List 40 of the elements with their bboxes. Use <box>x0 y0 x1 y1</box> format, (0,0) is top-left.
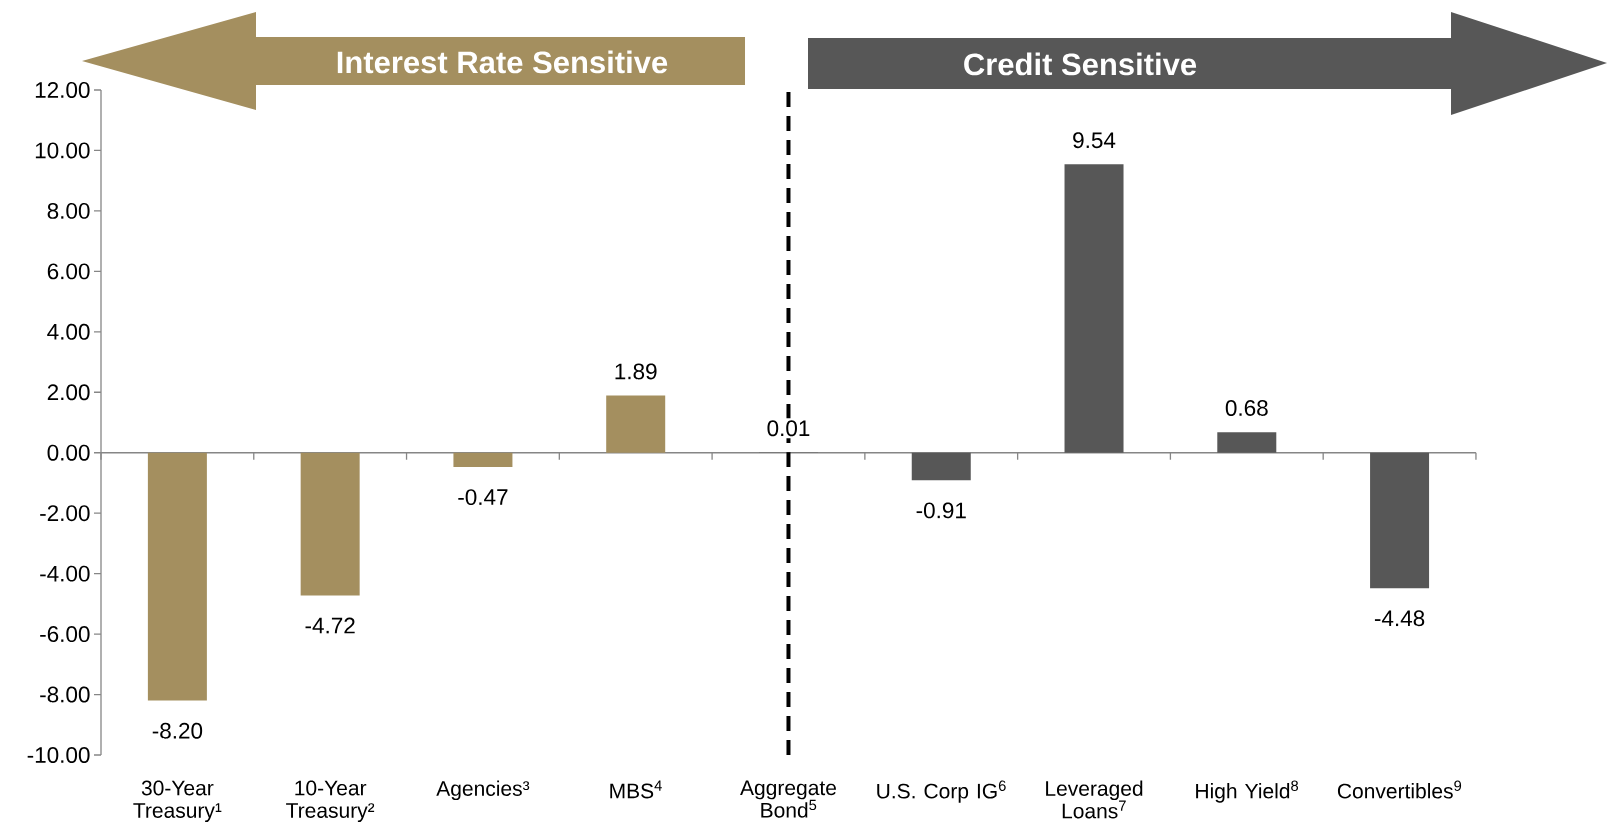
x-tick-label: Convertibles$^{9}$ <box>1337 780 1462 799</box>
data-label: -4.72 <box>305 617 355 634</box>
data-label: 9.54 <box>1073 132 1116 149</box>
bar <box>453 452 513 467</box>
y-tick-label: 2.00 <box>47 384 90 401</box>
y-tick-label: -10.00 <box>27 747 90 763</box>
x-tick-label: Aggregate Bond$^{5}$ <box>740 780 836 818</box>
x-tick-label: MBS$^{4}$ <box>610 780 662 799</box>
bar <box>1217 432 1277 453</box>
y-tick-label: 0.00 <box>47 444 90 461</box>
x-tick-label: 10-Year Treasury² <box>286 780 375 822</box>
y-tick-label: -6.00 <box>40 626 90 643</box>
y-tick-label: 12.00 <box>35 82 90 98</box>
x-tick-label: Leveraged Loans$^{7}$ <box>1046 780 1143 819</box>
bar <box>300 452 360 596</box>
data-label: -0.47 <box>458 489 508 506</box>
data-label: 0.68 <box>1225 400 1268 416</box>
text: Credit Sensitive <box>964 52 1197 76</box>
text: Interest Rate Sensitive <box>337 50 668 74</box>
y-tick-label: -2.00 <box>40 505 90 522</box>
y-tick-label: 8.00 <box>47 202 90 219</box>
x-tick-label: Agencies³ <box>436 780 530 801</box>
bar <box>1370 452 1430 589</box>
data-label: 1.89 <box>615 363 657 380</box>
bar <box>147 452 207 701</box>
data-label: -4.48 <box>1374 610 1425 627</box>
data-label: -0.91 <box>916 502 966 519</box>
bar <box>606 395 666 453</box>
data-label: -8.20 <box>152 722 203 739</box>
x-tick-label: U.S. Corp IG$^{6}$ <box>877 780 1006 803</box>
x-tick-label: High Yield$^{8}$ <box>1196 780 1299 803</box>
y-tick-label: 6.00 <box>47 263 90 280</box>
y-tick-label: 4.00 <box>47 323 90 340</box>
y-tick-label: -8.00 <box>40 686 90 703</box>
y-tick-label: 10.00 <box>35 142 90 159</box>
y-tick-label: -4.00 <box>40 565 90 582</box>
data-label: 0.01 <box>767 420 810 437</box>
bar <box>1064 164 1124 453</box>
bar <box>911 452 971 481</box>
x-tick-label: 30-Year Treasury¹ <box>133 780 222 822</box>
